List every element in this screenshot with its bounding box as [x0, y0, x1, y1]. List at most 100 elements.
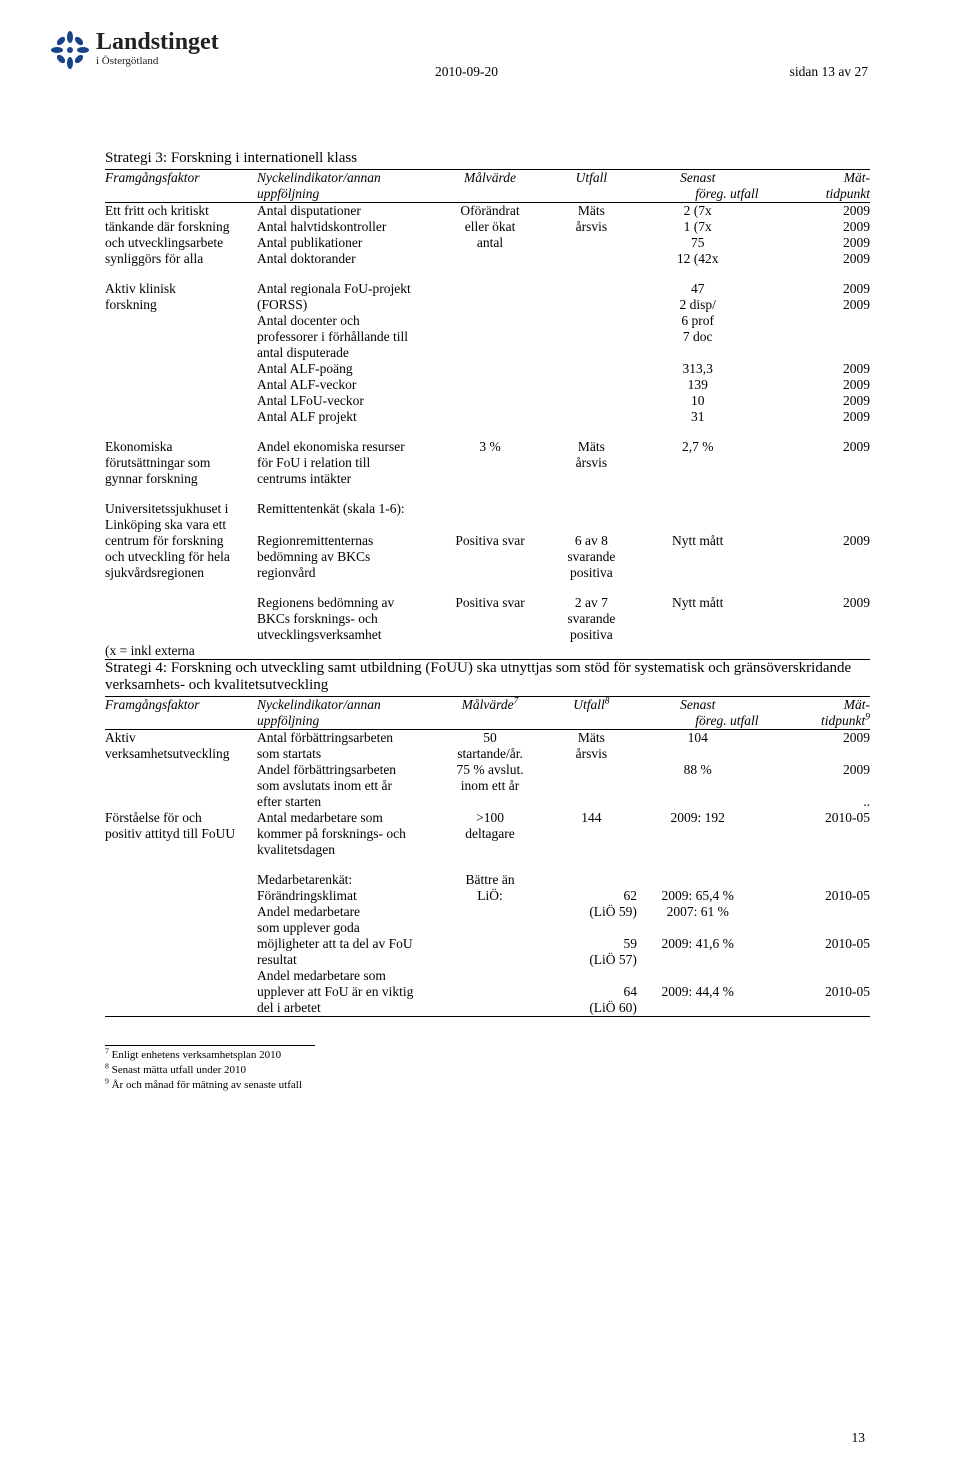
s3r2-e8: 10: [637, 393, 759, 409]
s3r2-b5: antal disputerade: [257, 345, 434, 361]
s3r1-f4: 2009: [759, 251, 870, 267]
footnote-9: 9 År och månad för mätning av senaste ut…: [105, 1078, 315, 1093]
footnote-8: 8 Senast mätta utfall under 2010: [105, 1063, 315, 1078]
s4r3-b0: Medarbetarenkät:: [257, 872, 434, 888]
s3r4-e3: Nytt mått: [637, 533, 759, 549]
s4r3-e1: 2009: 65,4 %: [637, 888, 759, 904]
s3r4-b4: bedömning av BKCs: [257, 549, 434, 565]
s4-h-c2b: uppföljning: [257, 713, 434, 730]
s3r4-a4: och utveckling för hela: [105, 549, 257, 565]
s3-h-c4: Utfall: [546, 170, 637, 187]
s3r1-d1: Mäts: [546, 203, 637, 220]
s3r1-b3: Antal publikationer: [257, 235, 434, 251]
s4r2-b3: kvalitetsdagen: [257, 842, 434, 858]
s3r1-b1: Antal disputationer: [257, 203, 434, 220]
logo: Landstinget i Östergötland: [50, 30, 219, 70]
s3r2-e7: 139: [637, 377, 759, 393]
s4r3-b3: som upplever goda: [257, 920, 434, 936]
s3r4-d4: svarande: [546, 549, 637, 565]
s3r1-f3: 2009: [759, 235, 870, 251]
s4r3-b6: Andel medarbetare som: [257, 968, 434, 984]
s3r4-c3: Positiva svar: [434, 533, 545, 549]
s4r1-c1: 50: [434, 730, 545, 747]
s4-h-c1: Framgångsfaktor: [105, 697, 257, 714]
s3-h-c5b: föreg. utfall: [637, 186, 759, 203]
s3r1-f2: 2009: [759, 219, 870, 235]
s4r2-d1: 144: [546, 810, 637, 826]
s3r2-f1: 2009: [759, 281, 870, 297]
s4r3-d7: 64: [546, 984, 637, 1000]
s3r1-c3: antal: [434, 235, 545, 251]
s4r2-c1: >100: [434, 810, 545, 826]
s4r1-b1: Antal förbättringsarbeten: [257, 730, 434, 747]
s3-h-c5: Senast: [637, 170, 759, 187]
s4r1-e1: 104: [637, 730, 759, 747]
s3r2-b3: Antal docenter och: [257, 313, 434, 329]
s3r1-a4: synliggörs för alla: [105, 251, 257, 267]
x-note: (x = inkl externa: [105, 643, 257, 660]
s3r2-e9: 31: [637, 409, 759, 425]
s3r2-e4: 7 doc: [637, 329, 759, 345]
s4r3-b5: resultat: [257, 952, 434, 968]
s4r1-b4: som avslutats inom ett år: [257, 778, 434, 794]
logo-name-small: i Östergötland: [96, 56, 219, 67]
s4-h-c6b: tidpunkt9: [759, 713, 870, 730]
s3r2-b7: Antal ALF-veckor: [257, 377, 434, 393]
s3r1-e3: 75: [637, 235, 759, 251]
s3-title: Strategi 3: Forskning i internationell k…: [105, 150, 870, 167]
s4r3-d4: 59: [546, 936, 637, 952]
s4r2-c2: deltagare: [434, 826, 545, 842]
header-date: 2010-09-20: [435, 64, 498, 80]
s4r2-a1: Förståelse för och: [105, 810, 257, 826]
s3-h-c2b: uppföljning: [257, 186, 434, 203]
s3r1-e1: 2 (7x: [637, 203, 759, 220]
s4r3-b1: Förändringsklimat: [257, 888, 434, 904]
s4r1-a2: verksamhetsutveckling: [105, 746, 257, 762]
header-page-info: sidan 13 av 27: [790, 64, 868, 80]
s3r5-f1: 2009: [759, 595, 870, 611]
s3r5-d1: 2 av 7: [546, 595, 637, 611]
s3r5-b1: Regionens bedömning av: [257, 595, 434, 611]
s3r3-b2: för FoU i relation till: [257, 455, 434, 471]
s4r3-d7b: (LiÖ 60): [546, 1000, 637, 1017]
s4r1-b5: efter starten: [257, 794, 434, 810]
s3r5-d3: positiva: [546, 627, 637, 643]
s4r3-e7: 2009: 44,4 %: [637, 984, 759, 1000]
s4r2-b1: Antal medarbetare som: [257, 810, 434, 826]
s3r2-b8: Antal LFoU-veckor: [257, 393, 434, 409]
s3r2-f2: 2009: [759, 297, 870, 313]
s4r1-b3: Andel förbättringsarbeten: [257, 762, 434, 778]
s3-h-c6b: tidpunkt: [759, 186, 870, 203]
s3r4-b5: regionvård: [257, 565, 434, 581]
s4r1-f3: 2009: [759, 762, 870, 778]
s4r1-d2: årsvis: [546, 746, 637, 762]
s4r2-b2: kommer på forsknings- och: [257, 826, 434, 842]
s4r1-f1: 2009: [759, 730, 870, 747]
s3r2-f6: 2009: [759, 361, 870, 377]
s4r3-d4b: (LiÖ 57): [546, 952, 637, 968]
s3r1-c1: Oförändrat: [434, 203, 545, 220]
s3r3-b1: Andel ekonomiska resurser: [257, 439, 434, 455]
s3r4-a3: centrum för forskning: [105, 533, 257, 549]
s4r3-c0: Bättre än: [434, 872, 545, 888]
s3r2-a1: Aktiv klinisk: [105, 281, 257, 297]
s4r3-d1: 62: [546, 888, 637, 904]
s4r1-c3: 75 % avslut.: [434, 762, 545, 778]
s4-h-c4: Utfall8: [546, 697, 637, 714]
s3r3-f1: 2009: [759, 439, 870, 455]
s3r5-b3: utvecklingsverksamhet: [257, 627, 434, 643]
s3r2-e6: 313,3: [637, 361, 759, 377]
s3r3-d2: årsvis: [546, 455, 637, 471]
s4r3-b8: del i arbetet: [257, 1000, 434, 1017]
s3r1-a3: och utvecklingsarbete: [105, 235, 257, 251]
s3r4-a1: Universitetssjukhuset i: [105, 501, 257, 517]
s4r3-f7: 2010-05: [759, 984, 870, 1000]
s4r1-a1: Aktiv: [105, 730, 257, 747]
s4r3-b7: upplever att FoU är en viktig: [257, 984, 434, 1000]
s4-h-c2: Nyckelindikator/annan: [257, 697, 434, 714]
s3r1-e4: 12 (42x: [637, 251, 759, 267]
s3r4-b3: Regionremittenternas: [257, 533, 434, 549]
s3r4-b1: Remittentenkät (skala 1-6):: [257, 501, 434, 517]
page-number: 13: [852, 1430, 866, 1446]
s3r4-d3: 6 av 8: [546, 533, 637, 549]
